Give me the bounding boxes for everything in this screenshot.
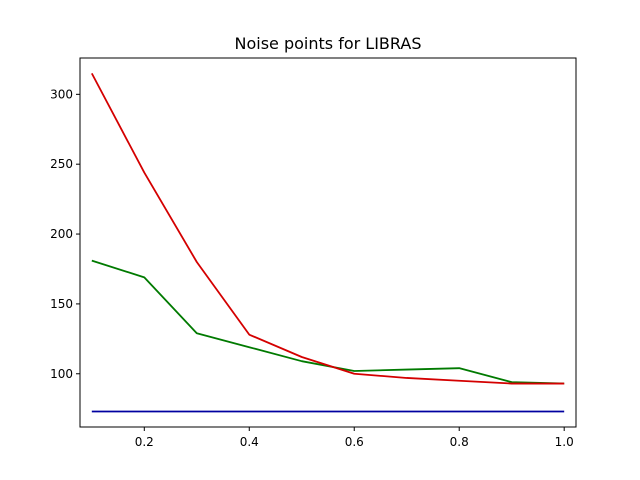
x-tick-label: 0.4 <box>240 435 259 449</box>
x-tick-label: 0.6 <box>345 435 364 449</box>
y-tick-label: 100 <box>50 367 73 381</box>
y-tick-label: 200 <box>50 227 73 241</box>
axes-frame <box>79 57 577 428</box>
y-tick-label: 250 <box>50 157 73 171</box>
y-tick-label: 300 <box>50 87 73 101</box>
y-tick-label: 150 <box>50 297 73 311</box>
x-tick-label: 1.0 <box>555 435 574 449</box>
chart-title: Noise points for LIBRAS <box>235 34 422 53</box>
series-line-3 <box>91 72 565 385</box>
x-tick-label: 0.8 <box>450 435 469 449</box>
plot-area <box>91 72 565 413</box>
y-axis: 100 150 200 250 300 <box>50 87 80 381</box>
x-tick-label: 0.2 <box>135 435 154 449</box>
x-axis: 0.2 0.4 0.6 0.8 1.0 <box>135 427 574 449</box>
